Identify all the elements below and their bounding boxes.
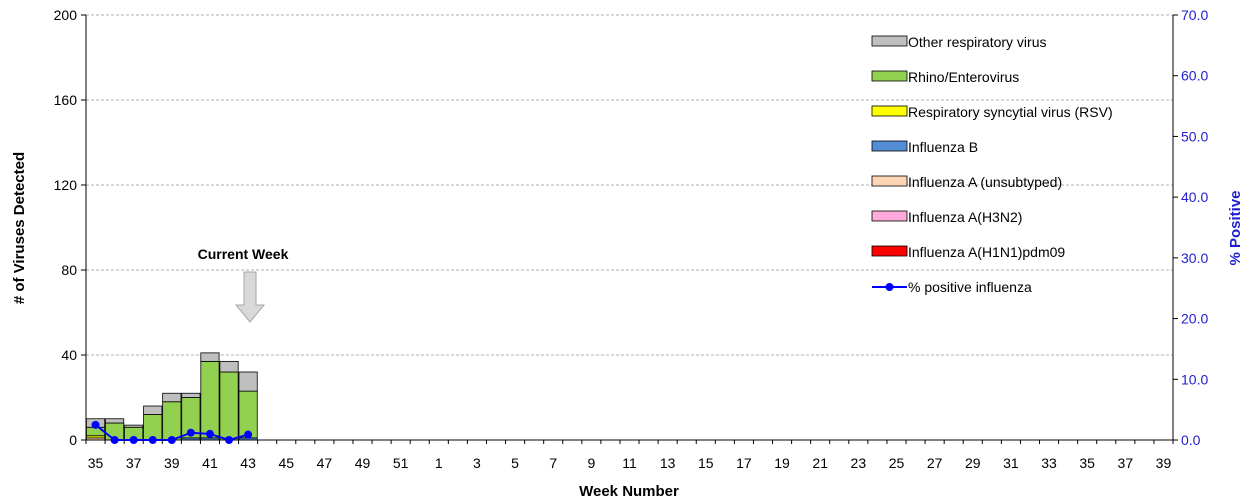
legend-swatch <box>871 70 908 82</box>
legend-swatch <box>871 140 908 152</box>
x-tick-label: 21 <box>812 455 828 471</box>
bars <box>85 352 258 441</box>
x-tick-label: 19 <box>774 455 790 471</box>
x-tick-label: 15 <box>698 455 714 471</box>
y2-tick-label: 20.0 <box>1181 311 1208 327</box>
x-tick-label: 49 <box>355 455 371 471</box>
x-tick-label: 37 <box>126 455 142 471</box>
bar-segment <box>219 360 239 373</box>
y-tick-label: 160 <box>54 92 78 108</box>
legend-label: Respiratory syncytial virus (RSV) <box>908 104 1113 120</box>
y-tick-label: 200 <box>54 7 78 23</box>
x-tick-label: 41 <box>202 455 218 471</box>
bar-segment <box>238 371 258 392</box>
x-tick-label: 37 <box>1118 455 1134 471</box>
x-tick-label: 39 <box>164 455 180 471</box>
legend-label: Influenza A(H3N2) <box>908 209 1022 225</box>
x-axis-title: Week Number <box>579 483 679 500</box>
y-tick-label: 80 <box>61 262 77 278</box>
x-tick-label: 13 <box>660 455 676 471</box>
y2-axis-title: % Positive <box>1227 190 1244 265</box>
y-axis-title: # of Viruses Detected <box>11 152 28 304</box>
x-tick-label: 47 <box>317 455 333 471</box>
y2-tick-label: 60.0 <box>1181 68 1208 84</box>
legend-label: Influenza B <box>908 139 978 155</box>
line-point <box>186 428 195 437</box>
y2-tick-label: 40.0 <box>1181 189 1208 205</box>
legend-label: Influenza A(H1N1)pdm09 <box>908 244 1065 260</box>
x-tick-label: 9 <box>587 455 595 471</box>
line-point <box>167 436 176 444</box>
x-tick-label: 51 <box>393 455 409 471</box>
bar-segment <box>219 371 239 441</box>
percent-positive-line <box>91 420 253 444</box>
tick-labels: 0 40 80 120 160 200 0.0 10.0 20.0 30.0 40.0 50.0 60.… <box>54 7 1209 471</box>
x-tick-label: 39 <box>1156 455 1172 471</box>
current-week-annotation: Current Week <box>198 246 289 323</box>
y2-tick-label: 50.0 <box>1181 128 1208 144</box>
bar-segment <box>124 424 144 428</box>
y2-tick-label: 0.0 <box>1181 432 1201 448</box>
legend-swatch <box>871 35 908 47</box>
line-point <box>225 436 234 444</box>
current-week-label: Current Week <box>198 246 289 262</box>
x-tick-label: 23 <box>851 455 867 471</box>
x-tick-label: 31 <box>1003 455 1019 471</box>
x-tick-label: 33 <box>1041 455 1057 471</box>
x-tick-label: 17 <box>736 455 752 471</box>
legend: Other respiratory virus Rhino/Enterovirus… <box>871 34 1113 295</box>
legend-swatch <box>871 245 908 257</box>
bar-segment <box>143 405 163 415</box>
x-tick-label: 25 <box>889 455 905 471</box>
bar-segment <box>162 401 182 441</box>
y2-tick-label: 70.0 <box>1181 7 1208 23</box>
line-point <box>110 436 119 444</box>
x-tick-label: 35 <box>88 455 104 471</box>
line-point <box>148 436 157 444</box>
y2-tick-label: 30.0 <box>1181 250 1208 266</box>
gridlines <box>86 14 1173 356</box>
line-point <box>244 430 253 439</box>
current-week-arrow <box>234 271 266 323</box>
legend-label: Influenza A (unsubtyped) <box>908 174 1062 190</box>
axes <box>85 15 1174 441</box>
bar-segment <box>200 352 220 362</box>
x-tick-label: 27 <box>927 455 943 471</box>
x-tick-label: 35 <box>1079 455 1095 471</box>
legend-line-marker <box>885 283 894 291</box>
x-tick-label: 5 <box>511 455 519 471</box>
line-point <box>205 429 214 438</box>
x-tick-label: 29 <box>965 455 981 471</box>
line-point <box>129 436 138 444</box>
x-tick-label: 45 <box>278 455 294 471</box>
y-tick-label: 40 <box>61 347 77 363</box>
legend-label: Other respiratory virus <box>908 34 1046 50</box>
y2-tick-label: 10.0 <box>1181 371 1208 387</box>
bar-segment <box>105 418 125 424</box>
x-tick-label: 11 <box>622 455 637 471</box>
legend-label: % positive influenza <box>908 279 1032 295</box>
x-tick-label: 3 <box>473 455 481 471</box>
y-tick-label: 120 <box>54 177 78 193</box>
bar-segment <box>200 360 220 439</box>
y-tick-label: 0 <box>69 432 77 448</box>
bar-segment <box>162 392 182 403</box>
legend-swatch <box>871 210 908 222</box>
x-tick-label: 43 <box>240 455 256 471</box>
legend-label: Rhino/Enterovirus <box>908 69 1019 85</box>
bar-segment <box>181 392 201 398</box>
legend-swatch <box>871 105 908 117</box>
x-tick-label: 1 <box>435 455 443 471</box>
x-tick-label: 7 <box>549 455 557 471</box>
line-point <box>91 420 100 429</box>
legend-swatch <box>871 175 908 187</box>
